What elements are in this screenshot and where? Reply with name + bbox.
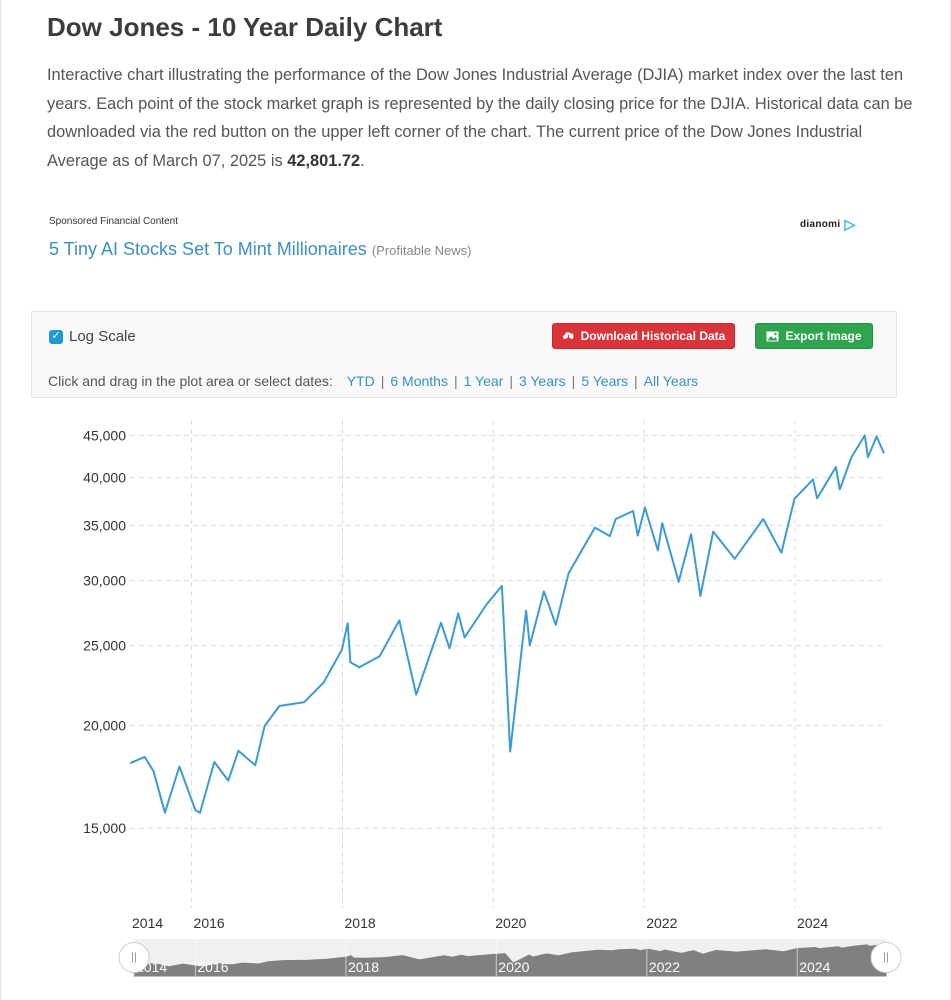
range-3-years[interactable]: 3 Years	[518, 373, 566, 389]
handle-knob[interactable]	[870, 942, 902, 973]
y-tick-label: 40,000	[83, 470, 126, 486]
export-image-button[interactable]: Export Image	[755, 323, 873, 349]
sponsored-link-text[interactable]: 5 Tiny AI Stocks Set To Mint Millionaire…	[49, 239, 367, 259]
sponsored-label: Sponsored Financial Content	[49, 216, 178, 227]
navigator-right-handle[interactable]	[870, 942, 902, 973]
navigator-tick-label: 2022	[649, 959, 680, 975]
y-tick-label: 35,000	[83, 517, 126, 533]
x-axis-ticks: 2014 2016 2018 2020 2022 2024	[132, 915, 828, 931]
range-6-months[interactable]: 6 Months	[390, 373, 448, 389]
y-tick-label: 20,000	[83, 717, 126, 733]
y-axis-ticks: 15,000 20,000 25,000 30,000 35,000 40,000 45,0…	[83, 428, 126, 837]
y-tick-label: 45,000	[83, 428, 126, 444]
handle-knob[interactable]	[118, 942, 150, 973]
x-tick-label: 2014	[132, 915, 163, 931]
download-button-label: Download Historical Data	[580, 329, 726, 343]
sponsored-source: (Profitable News)	[371, 243, 472, 258]
log-scale-checkbox[interactable]: ✓	[49, 329, 63, 344]
dianomi-logo[interactable]: dianomi ▷	[800, 216, 856, 233]
chart-description: Interactive chart illustrating the perfo…	[47, 61, 917, 175]
dianomi-logo-text: dianomi	[800, 219, 841, 230]
x-tick-label: 2016	[194, 915, 225, 931]
range-ytd[interactable]: YTD	[346, 373, 375, 389]
range-prompt: Click and drag in the plot area or selec…	[48, 373, 333, 389]
chart-grid	[130, 420, 884, 908]
navigator-left-handle[interactable]	[118, 942, 150, 973]
x-tick-label: 2022	[646, 915, 677, 931]
range-5-years[interactable]: 5 Years	[581, 373, 629, 389]
y-tick-label: 15,000	[83, 820, 126, 836]
navigator-tick-label: 2016	[197, 959, 228, 975]
x-tick-label: 2020	[495, 915, 526, 931]
navigator-tick-label: 2018	[348, 959, 379, 975]
description-end: .	[360, 151, 365, 170]
download-historical-data-button[interactable]: Download Historical Data	[552, 323, 735, 349]
navigator-tick-label: 2020	[498, 959, 529, 975]
current-price: 42,801.72	[287, 151, 361, 170]
date-range-selector: Click and drag in the plot area or selec…	[48, 373, 699, 389]
description-text: Interactive chart illustrating the perfo…	[47, 66, 913, 170]
cloud-download-icon	[562, 332, 574, 342]
x-tick-label: 2024	[797, 915, 828, 931]
djia-price-line	[129, 434, 885, 814]
range-1-year[interactable]: 1 Year	[463, 373, 504, 389]
x-tick-label: 2018	[345, 915, 376, 931]
log-scale-toggle[interactable]: ✓ Log Scale	[49, 328, 136, 345]
range-all-years[interactable]: All Years	[643, 373, 699, 389]
dow-jones-line-chart[interactable]: 15,000 20,000 25,000 30,000 35,000 40,000 45,0…	[0, 420, 951, 1000]
range-navigator[interactable]: 2014 2016 2018 2020 2022 2024	[118, 939, 902, 977]
navigator-series-area	[133, 944, 887, 977]
log-scale-label: Log Scale	[69, 328, 136, 345]
sponsored-link[interactable]: 5 Tiny AI Stocks Set To Mint Millionaire…	[49, 239, 472, 260]
y-tick-label: 30,000	[83, 572, 126, 588]
play-icon: ▷	[844, 216, 856, 232]
y-tick-label: 25,000	[83, 638, 126, 654]
chart-controls-panel: ✓ Log Scale Download Historical Data Exp…	[31, 311, 897, 398]
page-title: Dow Jones - 10 Year Daily Chart	[47, 12, 443, 42]
image-icon	[766, 331, 779, 341]
export-button-label: Export Image	[785, 329, 862, 343]
navigator-tick-label: 2024	[799, 959, 830, 975]
